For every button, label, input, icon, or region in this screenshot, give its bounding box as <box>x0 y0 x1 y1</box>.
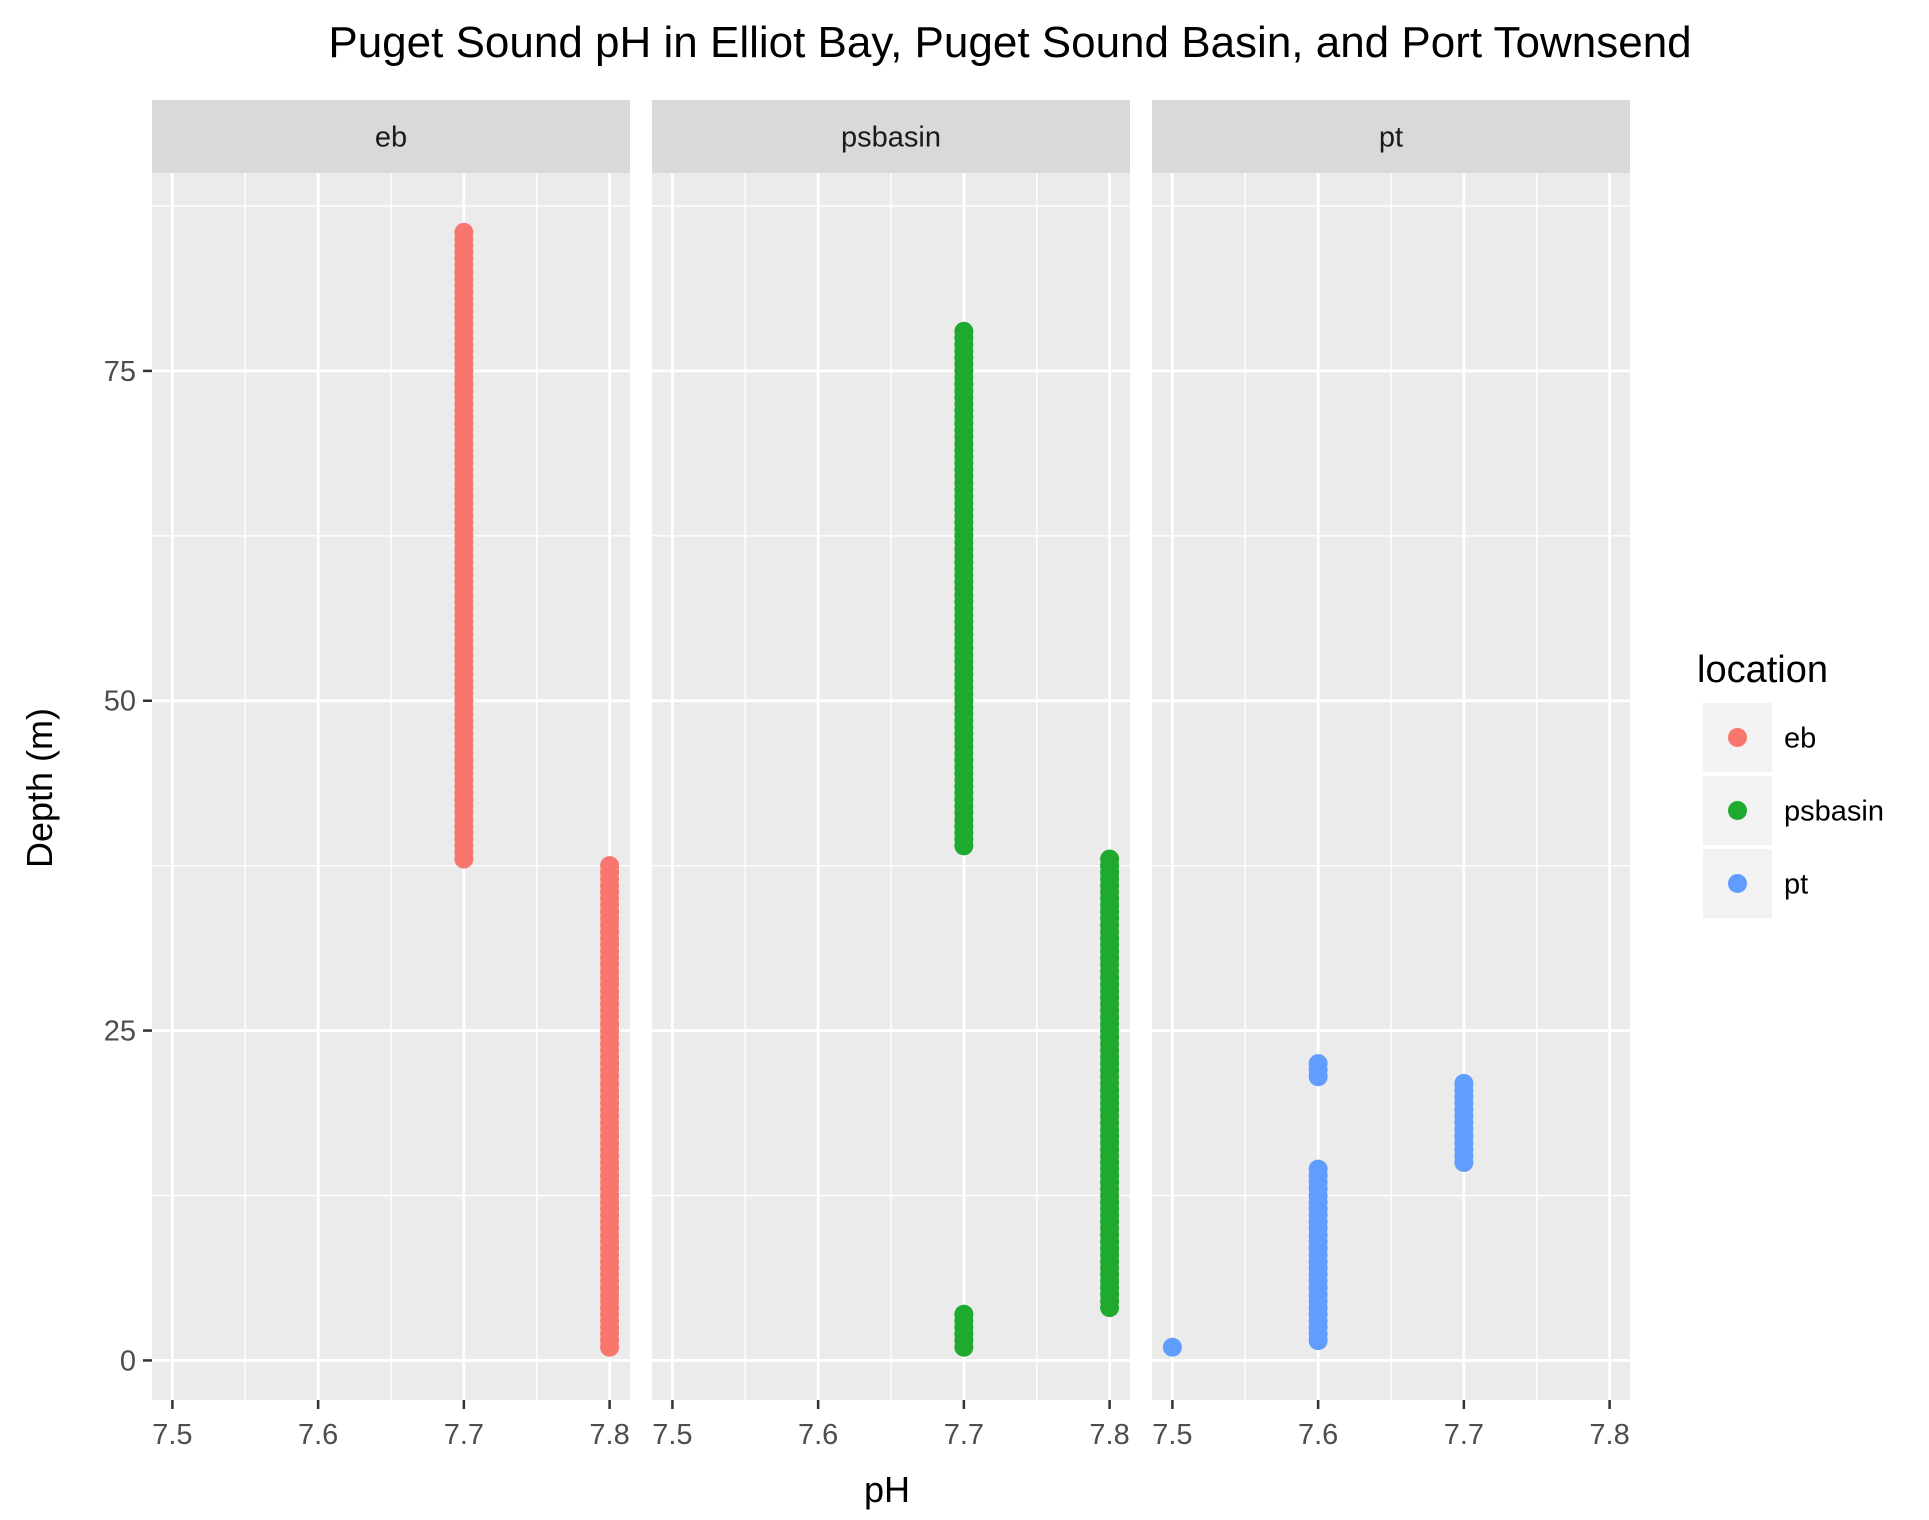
data-point-psbasin <box>954 1304 974 1324</box>
series-psbasin <box>954 321 1120 1357</box>
y-tick-label: 75 <box>104 356 136 388</box>
data-point-eb <box>600 856 620 876</box>
y-tick-label: 25 <box>104 1016 136 1048</box>
legend: location eb psbasin pt <box>1697 649 1884 918</box>
data-point-psbasin <box>954 321 974 341</box>
data-point-pt <box>1308 1159 1328 1179</box>
legend-label-pt: pt <box>1784 869 1808 901</box>
data-point-pt <box>1308 1054 1328 1074</box>
x-tick-label: 7.5 <box>652 1419 692 1451</box>
facet-panel-psbasin: psbasin <box>652 100 1130 1400</box>
x-axes: 7.5 7.6 7.7 7.8 7.5 7.6 7.7 7.8 7.5 7.6 7.7 7.8 <box>152 1400 1630 1451</box>
series-eb <box>454 222 620 1357</box>
facet-panels: eb psbasin pt <box>152 100 1630 1400</box>
data-point-pt <box>1162 1337 1182 1357</box>
x-tick-label: 7.5 <box>1152 1419 1192 1451</box>
x-tick-label: 7.6 <box>298 1419 338 1451</box>
x-tick-label: 7.8 <box>589 1419 629 1451</box>
y-axis-title: Depth (m) <box>19 708 60 868</box>
facet-strip-label: pt <box>1379 122 1403 154</box>
legend-label-psbasin: psbasin <box>1784 796 1884 828</box>
x-tick-label: 7.8 <box>1089 1419 1129 1451</box>
facet-panel-pt: pt <box>1152 100 1630 1400</box>
data-point-pt <box>1454 1073 1474 1093</box>
facet-strip-psbasin <box>652 100 1130 173</box>
facet-strip-eb <box>152 100 630 173</box>
x-tick-label: 7.7 <box>1444 1419 1484 1451</box>
legend-title: location <box>1697 649 1828 691</box>
x-tick-label: 7.7 <box>444 1419 484 1451</box>
x-tick-label: 7.6 <box>798 1419 838 1451</box>
legend-swatch-psbasin <box>1728 801 1747 820</box>
x-axis-title: pH <box>864 1469 910 1510</box>
legend-label-eb: eb <box>1784 723 1816 755</box>
y-axis: 0 25 50 75 <box>104 356 152 1377</box>
x-tick-label: 7.5 <box>152 1419 192 1451</box>
series-pt <box>1162 1054 1474 1357</box>
data-point-eb <box>454 222 474 242</box>
facet-strip-label: eb <box>375 122 407 154</box>
x-tick-label: 7.7 <box>944 1419 984 1451</box>
x-tick-label: 7.6 <box>1298 1419 1338 1451</box>
chart-title: Puget Sound pH in Elliot Bay, Puget Soun… <box>328 18 1691 67</box>
x-tick-label: 7.8 <box>1589 1419 1629 1451</box>
y-tick-label: 50 <box>104 686 136 718</box>
legend-swatch-pt <box>1728 874 1747 893</box>
facet-strip-label: psbasin <box>841 122 941 154</box>
facet-strip-pt <box>1152 100 1630 173</box>
facet-panel-eb: eb <box>152 100 630 1400</box>
y-tick-label: 0 <box>120 1345 136 1377</box>
data-point-psbasin <box>1100 849 1120 869</box>
legend-swatch-eb <box>1728 728 1747 747</box>
